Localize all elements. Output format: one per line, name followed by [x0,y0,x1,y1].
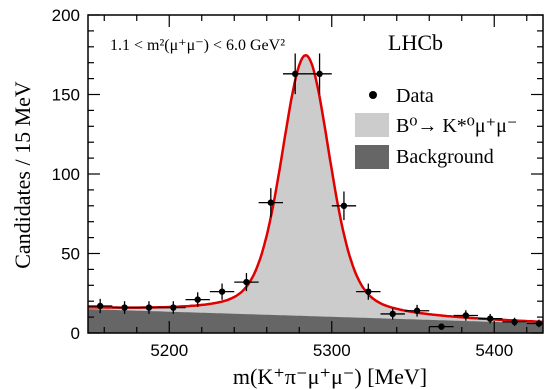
lhcb-label: LHCb [388,30,443,55]
data-point-marker [340,202,348,209]
data-point [112,301,137,314]
data-point [258,188,283,218]
data-point [526,319,543,328]
legend: Data B⁰→ K*⁰μ⁺μ⁻ Background [355,85,517,169]
data-point [453,310,478,321]
data-point [356,283,381,300]
data-point [136,301,162,314]
legend-signal-label: B⁰→ K*⁰μ⁺μ⁻ [396,115,517,137]
y-axis-title: Candidates / 15 MeV [10,81,35,269]
y-tick-label: 100 [52,165,80,184]
x-tick-label: 5200 [150,341,188,360]
data-point-marker [365,288,372,295]
data-point-marker [486,315,494,322]
data-point [404,304,430,317]
signal-component-area [88,55,543,333]
y-tick-label: 50 [61,245,80,264]
data-point-marker [413,307,421,314]
data-point-marker [389,310,396,318]
x-tick-label: 5400 [475,341,513,360]
data-point [209,283,235,300]
data-point-marker [462,312,470,319]
data-point-marker [170,304,177,311]
data-point [185,292,210,307]
plot-frame [87,14,544,334]
data-point-marker [535,320,543,327]
y-tick-label: 150 [52,86,80,105]
data-point [283,53,308,95]
data-point [234,273,259,292]
data-points-layer [88,53,543,330]
data-point-marker [145,304,153,311]
x-axis-title: m(K⁺π⁻μ⁺μ⁻) [MeV] [233,364,427,389]
x-axis-tick-labels: 5200 5300 5400 [150,341,513,360]
x-tick-label: 5300 [313,341,351,360]
data-point [88,298,113,314]
data-point-marker [243,278,250,286]
plot-area [88,53,543,333]
data-point [478,313,503,324]
legend-data-label: Data [396,85,434,107]
data-point [429,323,454,330]
legend-background-swatch [355,145,389,169]
legend-background-label: Background [396,146,494,168]
data-point-marker [121,304,128,311]
dimuon-mass-window-label: 1.1 < m²(μ⁺μ⁻) < 6.0 GeV² [110,37,285,54]
y-axis-tick-labels: 0 50 100 150 200 [52,6,80,343]
data-point-marker [218,288,226,295]
data-point [331,191,357,221]
data-point [380,308,405,320]
data-point-marker [291,70,299,78]
data-point [307,53,332,95]
data-point-marker [194,296,201,303]
data-point-marker [316,70,323,78]
y-tick-label: 0 [71,324,80,343]
data-point [161,301,186,314]
data-point-marker [267,199,275,206]
data-point-marker [511,318,518,326]
y-tick-label: 200 [52,6,80,25]
data-point [502,317,527,327]
legend-data-marker-icon [369,91,377,99]
data-point-marker [96,302,104,310]
data-point-marker [438,323,445,330]
legend-signal-swatch [355,113,389,137]
